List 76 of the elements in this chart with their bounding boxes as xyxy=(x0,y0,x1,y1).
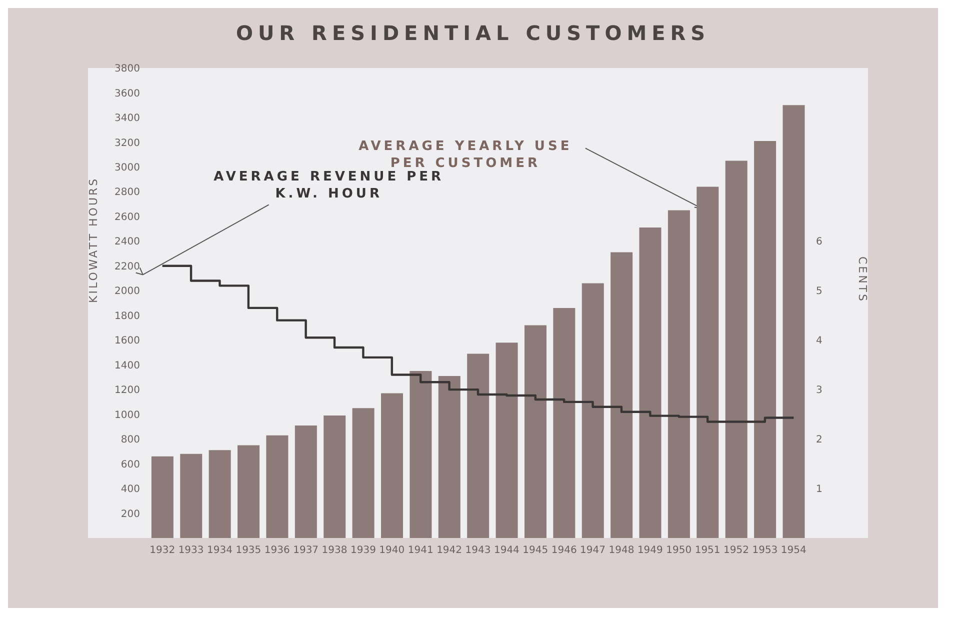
bar xyxy=(553,308,576,538)
x-tick-label: 1941 xyxy=(408,545,434,556)
x-tick-label: 1954 xyxy=(780,545,806,556)
y-tick-label: 2200 xyxy=(114,261,140,272)
y-tick-label: 1600 xyxy=(114,336,140,347)
x-tick-label: 1952 xyxy=(724,545,749,556)
bar xyxy=(668,210,690,538)
chart-title: OUR RESIDENTIAL CUSTOMERS xyxy=(236,21,710,45)
bar xyxy=(610,252,633,538)
x-tick-label: 1951 xyxy=(694,545,720,556)
x-tick-label: 1940 xyxy=(379,545,405,556)
y-tick-label: 1400 xyxy=(114,360,140,372)
y2-tick-label: 6 xyxy=(816,236,822,248)
y-tick-label: 1200 xyxy=(114,385,140,396)
y2-tick-label: 5 xyxy=(816,286,822,298)
x-tick-label: 1947 xyxy=(580,545,606,556)
y-tick-label: 2000 xyxy=(114,286,140,298)
x-tick-label: 1949 xyxy=(637,545,663,556)
y-axis-title: KILOWATT HOURS xyxy=(86,176,100,303)
y-tick-label: 200 xyxy=(120,508,140,520)
bar xyxy=(238,445,260,538)
bar xyxy=(381,393,404,538)
y-tick-label: 2800 xyxy=(114,187,140,198)
bar xyxy=(410,371,432,538)
x-tick-label: 1945 xyxy=(522,545,548,556)
y2-axis-title: CENTS xyxy=(856,256,870,303)
bar xyxy=(438,376,460,538)
y-tick-label: 1800 xyxy=(114,310,140,322)
y-tick-label: 3000 xyxy=(114,162,140,174)
x-tick-label: 1948 xyxy=(608,545,634,556)
x-tick-label: 1946 xyxy=(551,545,577,556)
bar xyxy=(725,160,748,538)
x-tick-label: 1938 xyxy=(322,545,348,556)
x-tick-label: 1932 xyxy=(150,545,176,556)
x-tick-label: 1936 xyxy=(264,545,290,556)
x-tick-label: 1935 xyxy=(236,545,262,556)
bar xyxy=(208,450,231,538)
y-tick-label: 3200 xyxy=(114,138,140,149)
bar xyxy=(151,456,174,538)
y2-tick-label: 3 xyxy=(816,385,822,396)
y2-tick-label: 2 xyxy=(816,434,822,446)
x-tick-label: 1942 xyxy=(436,545,462,556)
bar xyxy=(496,342,518,538)
y2-tick-label: 1 xyxy=(816,484,822,496)
x-tick-label: 1937 xyxy=(293,545,319,556)
bar xyxy=(754,140,776,538)
bar xyxy=(782,105,805,538)
bar xyxy=(582,283,604,538)
y-tick-label: 3600 xyxy=(114,88,140,100)
y-tick-label: 1000 xyxy=(114,410,140,421)
text: AVERAGE YEARLY USE PER CUSTOMER xyxy=(358,139,572,172)
text: AVERAGE REVENUE PER K.W. HOUR xyxy=(214,170,444,202)
y-tick-label: 2400 xyxy=(114,236,140,248)
x-tick-label: 1944 xyxy=(494,545,520,556)
x-tick-label: 1939 xyxy=(350,545,376,556)
bar xyxy=(294,425,317,538)
bar xyxy=(639,228,662,538)
bar xyxy=(467,354,490,538)
bar xyxy=(524,325,546,538)
x-tick-label: 1943 xyxy=(465,545,491,556)
y-tick-label: 3800 xyxy=(114,64,140,75)
y-tick-label: 600 xyxy=(120,459,140,470)
y-tick-label: 2600 xyxy=(114,212,140,223)
y2-tick-label: 4 xyxy=(816,336,822,347)
bar xyxy=(696,186,719,538)
x-tick-label: 1934 xyxy=(207,545,232,556)
y-tick-label: 800 xyxy=(120,434,140,446)
x-tick-label: 1950 xyxy=(666,545,692,556)
x-tick-label: 1953 xyxy=(752,545,778,556)
bar xyxy=(324,416,346,538)
bar xyxy=(352,408,374,538)
x-tick-label: 1933 xyxy=(178,545,204,556)
bar xyxy=(180,454,202,538)
y-tick-label: 3400 xyxy=(114,113,140,124)
y-tick-label: 400 xyxy=(120,484,140,496)
bar xyxy=(266,435,288,538)
